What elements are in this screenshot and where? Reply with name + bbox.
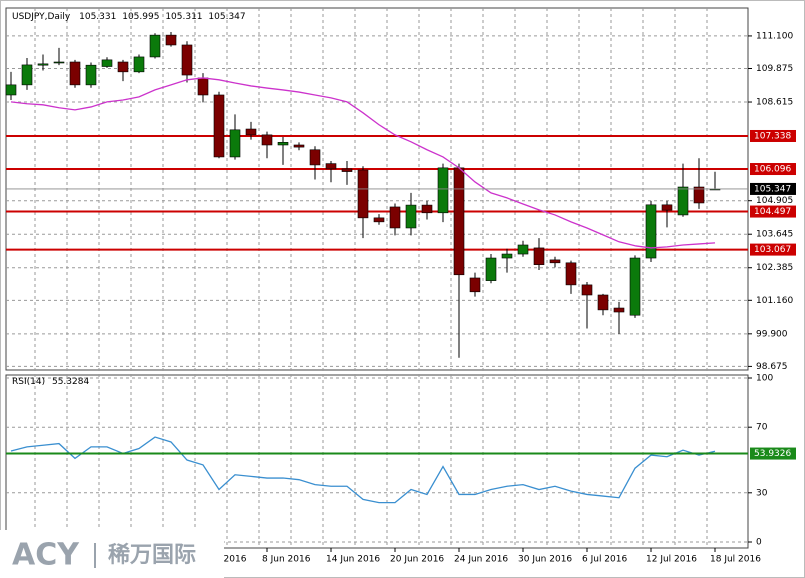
y-tick-label: 103.645: [756, 230, 793, 240]
level-label-bg: [750, 447, 796, 460]
price-header: USDJPY,Daily 105.331 105.995 105.311 105…: [12, 12, 246, 22]
candle-body: [181, 44, 193, 76]
x-tick-label: 8 Jun 2016: [262, 555, 311, 565]
candle-body: [165, 34, 177, 46]
candle-body: [629, 257, 641, 316]
candle-body: [69, 61, 81, 86]
low: 105.311: [165, 12, 202, 22]
candle-body: [693, 186, 705, 204]
level-label-bg: [750, 243, 796, 256]
x-tick-label: 18 Jul 2016: [710, 555, 761, 565]
y-tick-label: 109.875: [756, 64, 793, 74]
candle-body: [517, 244, 529, 255]
candle-body: [245, 128, 257, 136]
y-tick-label: 104.905: [756, 196, 793, 206]
candle-body: [309, 149, 321, 166]
level-label: 53.9326: [754, 449, 791, 459]
candle-body: [437, 167, 449, 214]
x-tick-label: 12 Jul 2016: [646, 555, 697, 565]
candle-body: [485, 257, 497, 281]
candle-body: [53, 61, 65, 64]
y-tick-label: 70: [756, 423, 768, 433]
y-tick-label: 101.160: [756, 296, 793, 306]
candle-body: [645, 204, 657, 259]
logo-brand: ACY: [12, 538, 80, 573]
grid: [6, 8, 748, 548]
y-tick-label: 111.100: [756, 31, 793, 41]
candle-body: [325, 163, 337, 170]
level-label: 106.096: [754, 165, 791, 175]
candle-body: [5, 84, 17, 96]
rsi-title: RSI(14): [12, 377, 45, 387]
y-tick-label: 102.385: [756, 263, 793, 273]
candle-body: [405, 204, 417, 229]
x-tick-label: 14 Jun 2016: [326, 555, 380, 565]
candle-body: [117, 61, 129, 73]
level-label: 104.497: [754, 207, 791, 217]
level-label: 103.067: [754, 245, 791, 255]
high: 105.995: [122, 12, 159, 22]
candle-body: [373, 217, 385, 223]
rsi-value: 55.3284: [52, 377, 89, 387]
x-tick-label: 20 Jun 2016: [390, 555, 444, 565]
y-tick-label: 98.675: [756, 362, 788, 372]
rsi-panel: [5, 374, 749, 549]
level-label-bg: [750, 205, 796, 218]
candle-body: [213, 94, 225, 158]
candle-body: [293, 144, 305, 148]
level-label-bg: [750, 129, 796, 142]
candle-body: [677, 186, 689, 216]
y-tick-label: 30: [756, 488, 768, 498]
current-price-bg: [750, 182, 796, 195]
level-label-bg: [750, 163, 796, 176]
symbol: USDJPY,Daily: [12, 12, 71, 22]
candle-body: [149, 34, 161, 58]
candle-body: [341, 168, 353, 172]
rsi-header: RSI(14) 55.3284: [12, 377, 89, 387]
candle-body: [597, 294, 609, 311]
x-tick-label: 6 Jul 2016: [582, 555, 627, 565]
x-tick-label: 30 Jun 2016: [518, 555, 572, 565]
candle-body: [533, 247, 545, 265]
candle-body: [565, 262, 577, 286]
level-label: 107.338: [754, 131, 791, 141]
logo-name: 稀万国际: [108, 542, 196, 568]
y-tick-label: 99.900: [756, 329, 788, 339]
candle-body: [581, 284, 593, 296]
candle-body: [261, 134, 273, 146]
candle-body: [133, 56, 145, 73]
close: 105.347: [208, 12, 245, 22]
candle-body: [277, 142, 289, 146]
y-tick-label: 0: [756, 537, 762, 547]
candle-body: [37, 63, 49, 66]
candle-body: [469, 277, 481, 293]
open: 105.331: [79, 12, 116, 22]
candle-body: [85, 64, 97, 86]
logo-bg: [0, 530, 224, 578]
candle-body: [501, 253, 513, 259]
candle-body: [613, 307, 625, 313]
candle-body: [21, 64, 33, 86]
series-line: [10, 436, 716, 504]
candle-body: [549, 259, 561, 264]
candle-body: [421, 204, 433, 214]
x-tick-label: 24 Jun 2016: [454, 555, 508, 565]
y-tick-label: 108.615: [756, 98, 793, 108]
candle-body: [453, 167, 465, 276]
candle-body: [101, 59, 113, 67]
watermark: ACY 稀万国际: [0, 530, 224, 578]
current-price-label: 105.347: [754, 184, 791, 194]
series-line: [10, 77, 716, 249]
candle-body: [661, 204, 673, 211]
plot: 98.675 99.900 101.160 102.385 103.645 104.905…: [5, 31, 796, 565]
y-tick-label: 100: [756, 374, 773, 384]
candle-body: [389, 206, 401, 229]
candle-body: [229, 129, 241, 158]
candle-body: [357, 169, 369, 219]
candle-body: [197, 77, 209, 96]
